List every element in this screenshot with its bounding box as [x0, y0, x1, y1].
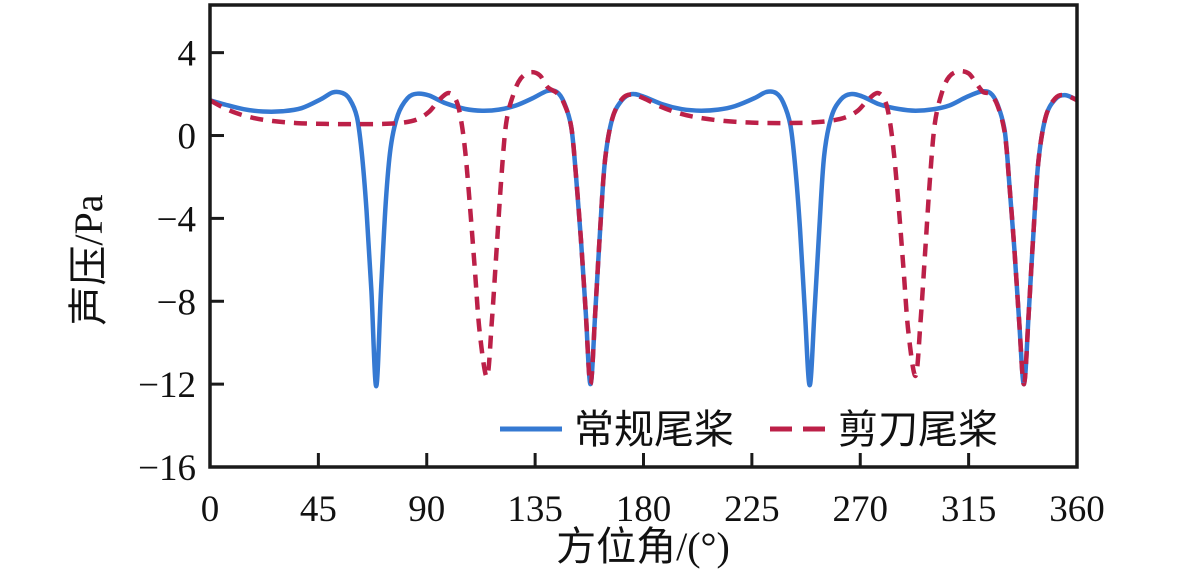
y-tick-label: −4 [157, 199, 196, 240]
legend-label-conventional: 常规尾桨 [574, 407, 734, 452]
series-conventional-tail-rotor-line [210, 88, 1077, 389]
y-tick-label: 0 [178, 117, 197, 158]
y-tick-label: −8 [157, 282, 196, 323]
y-axis-title: 声压/Pa [66, 194, 111, 325]
x-tick-label: 0 [201, 489, 220, 530]
x-tick-label: 315 [941, 489, 997, 530]
x-tick-label: 225 [724, 489, 780, 530]
x-tick-label: 180 [616, 489, 672, 530]
x-tick-label: 360 [1049, 489, 1105, 530]
x-tick-label: 270 [833, 489, 889, 530]
x-tick-label: 45 [300, 489, 337, 530]
x-axis-title: 方位角/(°) [556, 524, 730, 569]
legend-label-scissor: 剪刀尾桨 [838, 407, 998, 452]
legend: 常规尾桨 剪刀尾桨 [500, 407, 998, 452]
x-tick-label: 135 [507, 489, 563, 530]
y-tick-label: 4 [178, 34, 197, 75]
y-tick-label: −12 [138, 365, 196, 406]
axes: 0 45 90 135 180 225 270 315 360 4 0 −4 −8 −12 −16 [138, 3, 1105, 530]
series-curves [210, 68, 1077, 389]
plot-frame [208, 3, 1079, 469]
series-scissor-tail-rotor-line [210, 68, 1077, 387]
y-tick-label: −16 [138, 448, 196, 489]
x-tick-label: 90 [408, 489, 445, 530]
